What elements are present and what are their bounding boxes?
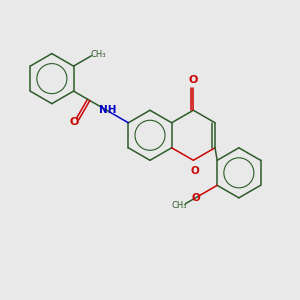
Text: O: O [69, 117, 79, 127]
Text: CH₃: CH₃ [91, 50, 106, 58]
Text: NH: NH [99, 105, 117, 115]
Text: O: O [189, 75, 198, 85]
Text: CH₃: CH₃ [171, 201, 187, 210]
Text: O: O [190, 166, 199, 176]
Text: O: O [191, 193, 200, 203]
